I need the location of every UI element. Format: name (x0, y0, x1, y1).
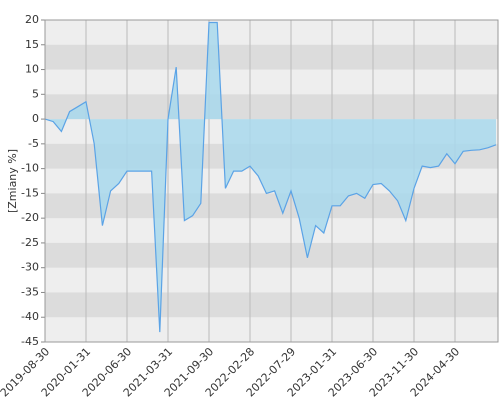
grid-band (45, 193, 498, 219)
y-tick-label: -5 (28, 137, 39, 150)
y-tick-label: 5 (32, 87, 39, 100)
y-tick-label: -45 (21, 335, 39, 348)
y-tick-label: 0 (32, 112, 39, 125)
line (44, 21, 497, 333)
y-axis-label: [Zmiany %] (6, 149, 19, 213)
y-tick-label: 10 (25, 63, 39, 76)
plot-border (44, 19, 499, 343)
y-tick-label: -40 (21, 310, 39, 323)
grid-band (45, 292, 498, 318)
grid-band (45, 94, 498, 120)
y-tick-label: -10 (21, 162, 39, 175)
grid-band (45, 44, 498, 70)
y-tick-label: -30 (21, 261, 39, 274)
grid-band (45, 242, 498, 268)
y-tick-label: -35 (21, 285, 39, 298)
y-tick-label: -20 (21, 211, 39, 224)
y-tick-label: 15 (25, 38, 39, 51)
y-tick-label: -25 (21, 236, 39, 249)
y-tick-label: -15 (21, 186, 39, 199)
y-tick-label: 20 (25, 13, 39, 26)
area (45, 22, 496, 333)
